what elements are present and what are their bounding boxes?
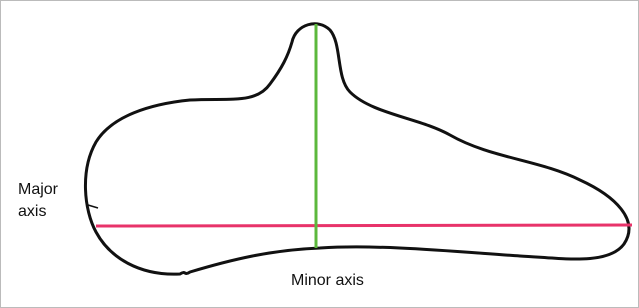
diagram: Major axis Minor axis: [0, 0, 639, 308]
page: Major axis Minor axis (() => { const dat…: [0, 0, 639, 308]
major-axis-label: axis: [18, 203, 46, 220]
major-axis-line: [96, 225, 632, 226]
major-axis-label: Major: [18, 181, 59, 198]
frame: [1, 1, 639, 308]
minor-axis-label: Minor axis: [291, 272, 364, 289]
